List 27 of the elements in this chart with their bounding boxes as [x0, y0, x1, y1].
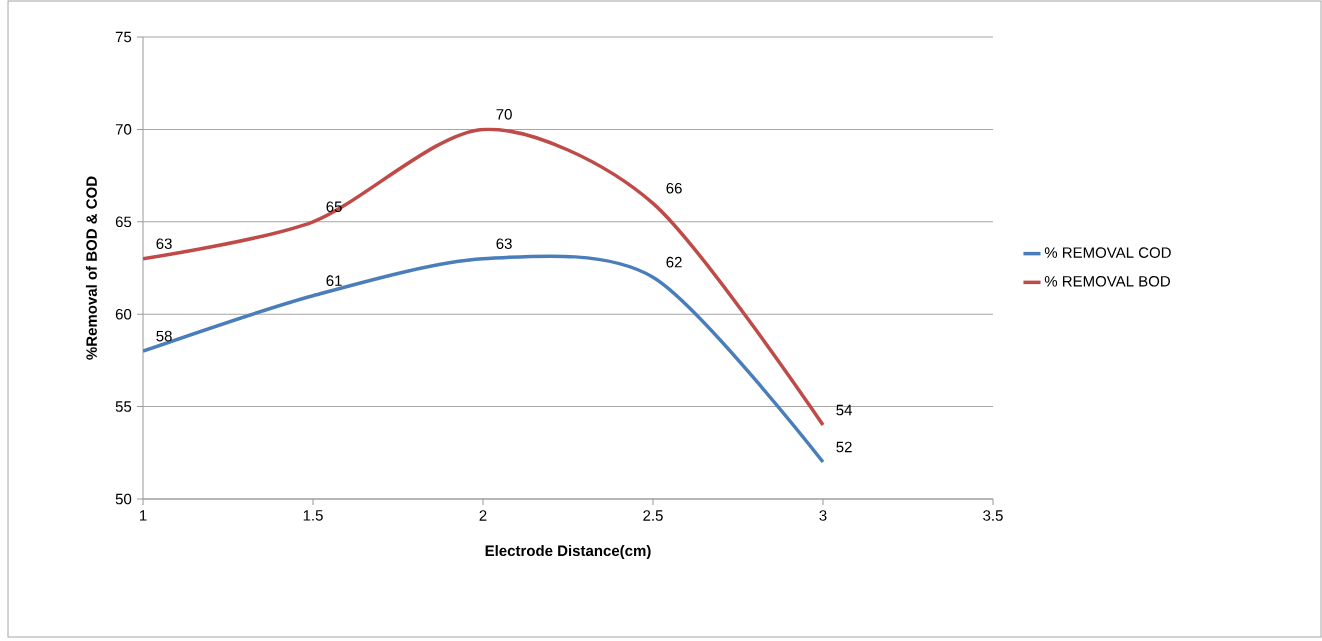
data-label: 70: [496, 109, 512, 120]
x-tick-label: 1: [139, 510, 147, 521]
y-tick-label: 70: [115, 124, 132, 135]
x-tick-label: 2: [479, 510, 487, 521]
y-axis-title: %Removal of BOD & COD: [85, 176, 97, 360]
x-tick-label: 2.5: [643, 510, 663, 521]
data-label: 63: [156, 238, 172, 250]
data-label: 63: [496, 238, 512, 250]
data-label: 65: [326, 201, 342, 213]
data-label: 58: [156, 330, 172, 342]
y-tick-label: 75: [115, 31, 132, 43]
data-label: 61: [326, 275, 342, 286]
data-label: 54: [836, 404, 852, 416]
x-tick-label: 1.5: [303, 510, 323, 521]
data-label: 52: [836, 441, 852, 453]
y-tick-label: 55: [115, 401, 132, 412]
y-tick-label: 65: [115, 216, 132, 228]
line-series: [143, 127, 825, 427]
x-tick-label: 3.5: [983, 510, 1003, 521]
legend-label: % REMOVAL BOD: [1044, 276, 1170, 287]
x-axis-title: Electrode Distance(cm): [485, 545, 651, 559]
y-tick-label: 50: [115, 493, 132, 505]
y-tick-label: 60: [115, 308, 132, 320]
x-tick-label: 3: [819, 510, 827, 521]
data-label: 66: [666, 182, 682, 194]
data-label: 62: [666, 256, 682, 268]
legend-label: % REMOVAL COD: [1044, 247, 1171, 258]
